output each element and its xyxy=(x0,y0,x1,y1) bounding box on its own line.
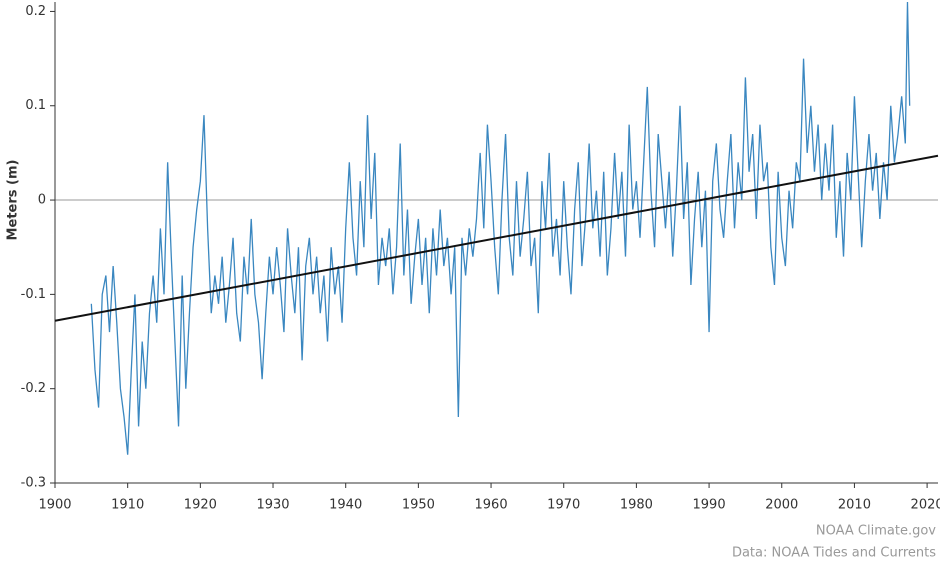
sea-level-line xyxy=(90,1,911,455)
x-tick-label: 1930 xyxy=(256,498,289,513)
x-tick-label: 1900 xyxy=(38,498,71,513)
x-tick-label: 1950 xyxy=(402,498,435,513)
y-tick-label: -0.2 xyxy=(21,381,46,396)
y-tick-label: -0.1 xyxy=(21,287,46,302)
y-tick-label: -0.3 xyxy=(21,476,46,491)
x-tick-label: 2020 xyxy=(911,498,940,513)
x-tick-label: 1940 xyxy=(329,498,362,513)
y-tick-label: 0.1 xyxy=(25,98,46,113)
x-tick-label: 2000 xyxy=(765,498,798,513)
trend-line xyxy=(54,154,939,322)
x-tick-label: 1920 xyxy=(184,498,217,513)
y-tick-label: 0 xyxy=(38,193,46,208)
y-axis-label: Meters (m) xyxy=(6,160,21,241)
x-tick-label: 1980 xyxy=(620,498,653,513)
x-tick-label: 1970 xyxy=(547,498,580,513)
x-tick-label: 2010 xyxy=(838,498,871,513)
x-tick-label: 1960 xyxy=(475,498,508,513)
x-tick-label: 1910 xyxy=(111,498,144,513)
x-tick-label: 1990 xyxy=(693,498,726,513)
credit: NOAA Climate.gov xyxy=(816,524,936,539)
credit: Data: NOAA Tides and Currents xyxy=(732,546,936,561)
y-tick-label: 0.2 xyxy=(25,4,46,19)
